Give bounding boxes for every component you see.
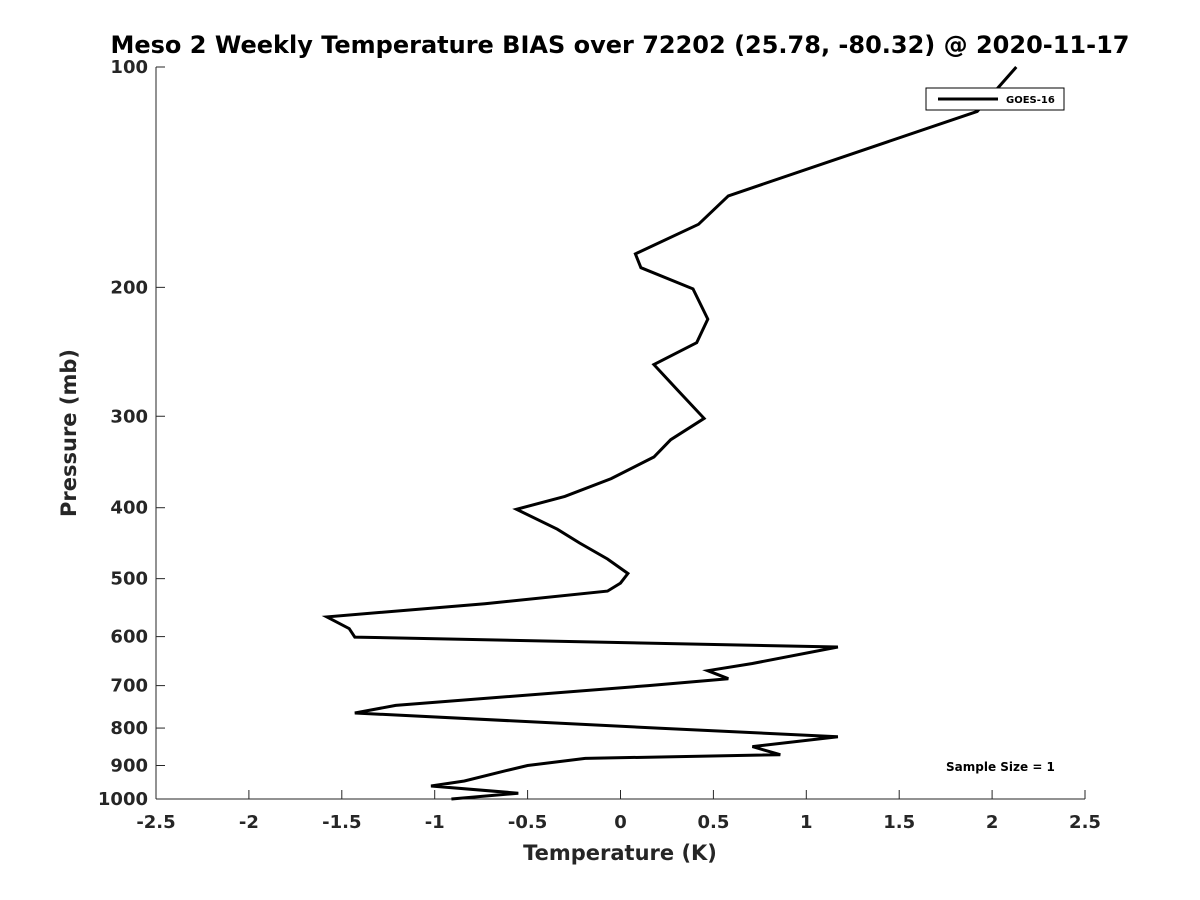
y-axis-label: Pressure (mb) — [57, 349, 81, 517]
x-tick-label-0: -2.5 — [136, 812, 175, 833]
y-tick-label-6: 700 — [110, 676, 148, 697]
y-tick-label-2: 300 — [110, 406, 148, 427]
y-tick-label-9: 1000 — [98, 789, 148, 810]
series-layer — [321, 66, 1018, 801]
y-axis-ticks: 100 200 300 400 500 600 700 800 900 1000 — [98, 57, 165, 810]
y-tick-label-3: 400 — [110, 498, 148, 519]
x-tick-label-1: -2 — [239, 812, 259, 833]
y-tick-label-1: 200 — [110, 277, 148, 298]
sample-size-note: Sample Size = 1 — [946, 760, 1055, 774]
y-tick-label-5: 600 — [110, 627, 148, 648]
x-tick-label-5: 0 — [614, 812, 627, 833]
x-tick-label-3: -1 — [425, 812, 445, 833]
x-axis-label: Temperature (K) — [523, 841, 717, 865]
x-tick-label-2: -1.5 — [322, 812, 361, 833]
x-tick-label-4: -0.5 — [508, 812, 547, 833]
y-tick-label-7: 800 — [110, 718, 148, 739]
legend-label-goes-16: GOES-16 — [1006, 95, 1055, 106]
legend: GOES-16 — [925, 87, 1065, 111]
y-tick-label-0: 100 — [110, 57, 148, 78]
x-tick-label-7: 1 — [800, 812, 813, 833]
series-line-goes-16 — [321, 66, 1018, 801]
y-tick-label-8: 900 — [110, 756, 148, 777]
chart-title: Meso 2 Weekly Temperature BIAS over 7220… — [110, 31, 1129, 59]
y-tick-label-4: 500 — [110, 569, 148, 590]
x-tick-label-6: 0.5 — [697, 812, 729, 833]
x-tick-label-9: 2 — [986, 812, 999, 833]
plot-area — [156, 67, 1085, 799]
x-tick-label-8: 1.5 — [883, 812, 915, 833]
x-tick-label-10: 2.5 — [1069, 812, 1101, 833]
x-axis-ticks: -2.5 -2 -1.5 -1 -0.5 0 0.5 1 1.5 2 2.5 — [136, 790, 1101, 833]
